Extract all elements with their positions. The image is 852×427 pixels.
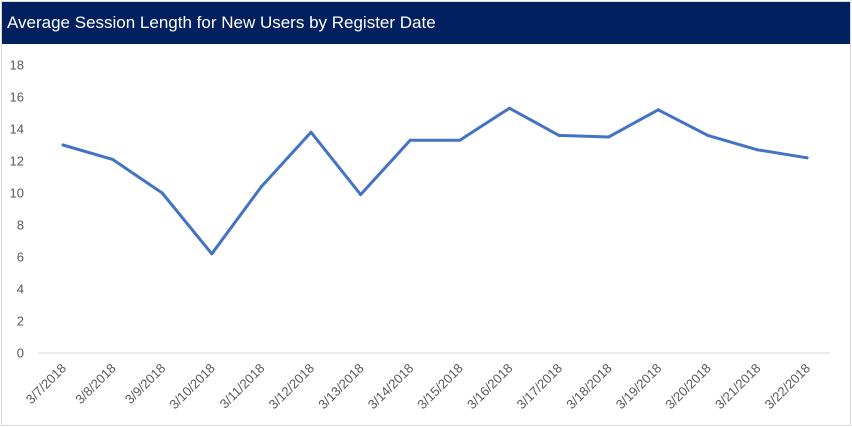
x-tick-label: 3/16/2018 xyxy=(464,361,516,413)
data-point xyxy=(755,148,759,152)
y-tick-label: 4 xyxy=(17,282,24,297)
title-bar: Average Session Length for New Users by … xyxy=(2,2,850,44)
y-tick-label: 0 xyxy=(17,346,24,361)
x-tick-label: 3/11/2018 xyxy=(217,361,268,412)
y-tick-label: 12 xyxy=(10,154,24,169)
x-tick-label: 3/21/2018 xyxy=(712,361,764,413)
y-tick-label: 16 xyxy=(10,90,24,105)
x-tick-label: 3/13/2018 xyxy=(315,361,367,413)
x-tick-label: 3/7/2018 xyxy=(23,361,69,407)
data-point xyxy=(557,133,561,137)
data-point xyxy=(359,193,363,197)
chart-title: Average Session Length for New Users by … xyxy=(7,13,436,32)
x-tick-label: 3/12/2018 xyxy=(266,361,318,413)
x-tick-label: 3/20/2018 xyxy=(662,361,714,413)
y-tick-label: 10 xyxy=(10,186,24,201)
y-tick-label: 6 xyxy=(17,250,24,265)
y-tick-label: 8 xyxy=(17,218,24,233)
x-tick-label: 3/18/2018 xyxy=(563,361,615,413)
x-tick-label: 3/22/2018 xyxy=(762,361,814,413)
x-tick-label: 3/19/2018 xyxy=(613,361,665,413)
data-point xyxy=(160,191,164,195)
data-point xyxy=(309,130,313,134)
y-tick-label: 2 xyxy=(17,314,24,329)
x-tick-label: 3/17/2018 xyxy=(514,361,566,413)
data-point xyxy=(61,143,65,147)
data-point xyxy=(706,133,710,137)
x-tick-label: 3/14/2018 xyxy=(365,361,417,413)
y-tick-label: 18 xyxy=(10,58,24,73)
data-point xyxy=(805,156,809,160)
x-tick-label: 3/10/2018 xyxy=(166,361,218,413)
data-point xyxy=(507,106,511,110)
data-point xyxy=(408,138,412,142)
data-point xyxy=(607,135,611,139)
data-point xyxy=(259,185,263,189)
x-tick-label: 3/9/2018 xyxy=(122,361,168,407)
data-point xyxy=(656,108,660,112)
data-point xyxy=(111,157,115,161)
series-line xyxy=(61,106,809,256)
data-point xyxy=(458,138,462,142)
x-tick-label: 3/15/2018 xyxy=(414,361,466,413)
y-tick-label: 14 xyxy=(10,122,24,137)
x-tick-label: 3/8/2018 xyxy=(72,361,118,407)
data-point xyxy=(210,252,214,256)
